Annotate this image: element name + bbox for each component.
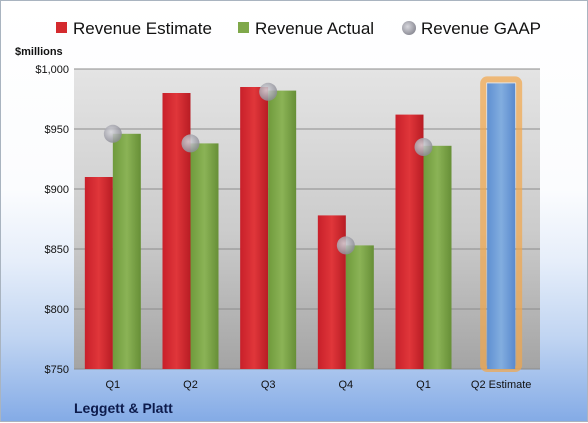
x-tick-label: Q2: [183, 379, 198, 391]
bar-revenue-actual: [112, 133, 141, 369]
bar-revenue-estimate: [240, 87, 269, 369]
y-tick-label: $950: [45, 124, 69, 136]
marker-revenue-gaap: [103, 124, 122, 143]
y-tick-labels: $750 $800 $850 $900 $950 $1,000: [35, 64, 69, 376]
bar-q2-estimate: [487, 83, 516, 370]
legend-label-revenue-actual: Revenue Actual: [255, 19, 374, 38]
legend-swatch-revenue-actual: [238, 22, 249, 33]
x-tick-label: Q2 Estimate: [471, 379, 532, 391]
y-tick-label: $800: [45, 304, 69, 316]
bar-revenue-actual: [345, 245, 374, 369]
x-tick-label: Q1: [105, 379, 120, 391]
plot-area: [74, 69, 540, 369]
y-tick-label: $750: [45, 364, 69, 376]
company-name: Leggett & Platt: [74, 400, 173, 416]
y-tick-label: $1,000: [35, 64, 69, 76]
x-tick-labels: Q1 Q2 Q3 Q4 Q1 Q2 Estimate: [105, 379, 531, 391]
bar-revenue-actual: [423, 145, 452, 369]
y-tick-label: $900: [45, 184, 69, 196]
gridlines: [74, 68, 540, 370]
bar-revenue-estimate: [84, 177, 113, 369]
marker-revenue-gaap: [181, 134, 200, 153]
x-tick-label: Q3: [261, 379, 276, 391]
bar-revenue-estimate: [395, 114, 424, 369]
y-tick-label: $850: [45, 244, 69, 256]
bars: [84, 76, 523, 373]
legend-label-revenue-estimate: Revenue Estimate: [73, 19, 212, 38]
marker-revenue-gaap: [259, 82, 278, 101]
y-axis-title: $millions: [15, 46, 63, 58]
marker-revenue-gaap: [336, 236, 355, 255]
legend-label-revenue-gaap: Revenue GAAP: [421, 19, 541, 38]
gaap-markers: [103, 82, 433, 255]
x-tick-label: Q4: [338, 379, 353, 391]
bar-revenue-actual: [190, 143, 219, 369]
chart-legend: Revenue Estimate Revenue Actual Revenue …: [56, 19, 541, 38]
marker-revenue-gaap: [414, 138, 433, 156]
x-tick-label: Q1: [416, 379, 431, 391]
legend-marker-revenue-gaap: [402, 21, 416, 35]
legend-swatch-revenue-estimate: [56, 22, 67, 33]
bar-revenue-estimate: [162, 93, 191, 369]
bar-revenue-actual: [268, 90, 297, 369]
